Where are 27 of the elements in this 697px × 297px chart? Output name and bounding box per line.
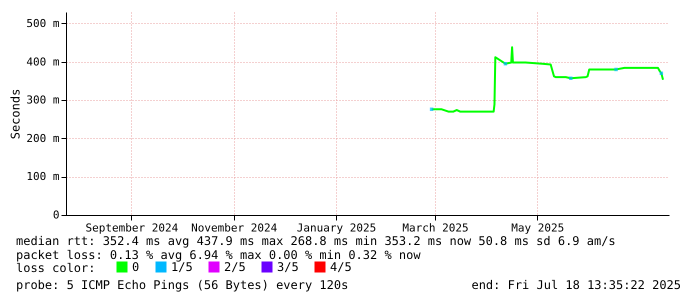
legend-label: 4/5 <box>330 260 352 274</box>
line-series <box>430 46 664 113</box>
point <box>569 76 573 80</box>
text: median rtt: 352.4 ms avg 437.9 ms max 268.8 ms min 353.2 ms now 50.8 ms sd 6.9 am/s <box>16 234 616 248</box>
legend-label: 3/5 <box>277 260 299 274</box>
y-tick-label: 0 <box>52 208 60 222</box>
legend-label: 2/5 <box>224 260 246 274</box>
x-tick-label: November 2024 <box>191 222 278 234</box>
x-tick-label: September 2024 <box>86 222 179 234</box>
x-tick-label: January 2025 <box>296 222 376 234</box>
text: end: Fri Jul 18 13:35:22 2025 <box>471 278 681 292</box>
point <box>430 108 434 112</box>
legend-title: loss color: <box>16 261 96 275</box>
y-tick-label: 400 m <box>26 55 60 68</box>
x-tick-label: May 2025 <box>511 222 564 234</box>
y-tick-label: 100 m <box>26 170 60 184</box>
point <box>660 72 664 76</box>
point <box>614 68 618 72</box>
y-axis-title: Seconds <box>8 88 22 140</box>
y-tick-label: 500 m <box>26 16 60 30</box>
legend-label: 0 <box>132 260 140 274</box>
y-tick-label: 200 m <box>26 132 60 145</box>
text: packet loss: 0.13 % avg 6.94 % max 0.00 % min 0.32 % now <box>16 248 422 262</box>
point <box>504 62 508 66</box>
text: probe: 5 ICMP Echo Pings (56 Bytes) every 120s <box>16 278 348 292</box>
x-tick-label: March 2025 <box>402 222 469 234</box>
y-tick-label: 300 m <box>26 94 60 107</box>
